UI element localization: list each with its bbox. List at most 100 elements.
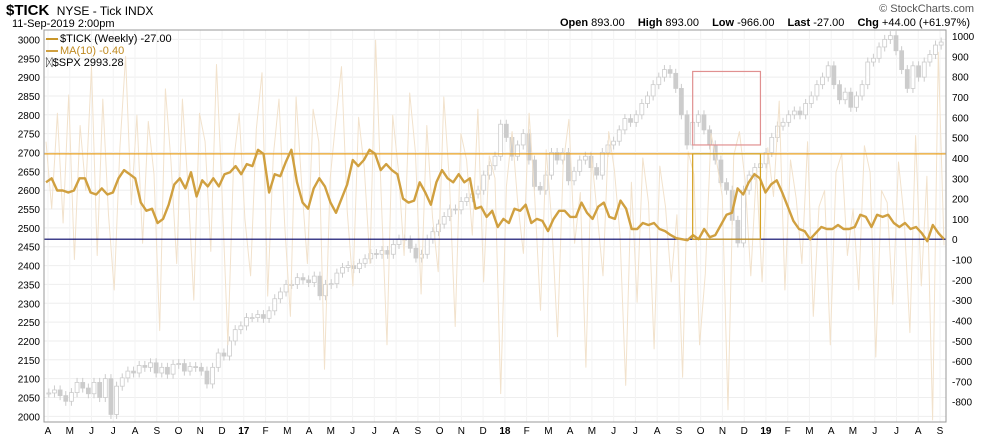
left-tick-label: 2100 <box>18 375 41 386</box>
x-tick-label: S <box>153 426 160 437</box>
x-tick-label: A <box>132 426 139 437</box>
spx-candle <box>481 174 487 191</box>
spx-candle <box>662 69 667 78</box>
spx-candle <box>244 317 249 327</box>
x-tick-label: F <box>524 426 530 437</box>
spx-candle <box>198 366 204 372</box>
spx-candle <box>927 54 933 63</box>
right-tick-label: 100 <box>952 215 969 226</box>
right-tick-label: 500 <box>952 134 969 145</box>
left-axis: 3000 2950 2900 2850 2800 2750 2700 2650 2600 2550… <box>18 35 41 423</box>
legend-swatch-tick <box>46 38 58 41</box>
x-tick-label: O <box>175 426 183 437</box>
spx-candle <box>865 61 871 86</box>
spx-candle <box>520 133 526 146</box>
spx-candle <box>419 253 424 259</box>
right-tick-label: -200 <box>952 276 972 287</box>
spx-candle <box>650 84 656 97</box>
spx-candle <box>441 216 447 225</box>
spx-candle <box>549 152 554 176</box>
spx-candle <box>204 370 210 385</box>
legend-entry-ma: MA(10) -0.40 <box>46 45 172 57</box>
x-tick-label: A <box>915 426 922 437</box>
spx-candle <box>916 65 921 78</box>
spx-candle <box>639 103 645 116</box>
spx-candle <box>232 329 238 342</box>
spx-candle <box>119 377 125 387</box>
x-tick-label: M <box>327 426 335 437</box>
spx-candle <box>52 389 57 394</box>
left-tick-label: 2500 <box>18 224 41 235</box>
spx-candle <box>153 362 159 374</box>
spx-candle <box>904 69 910 89</box>
x-tick-label: D <box>480 426 487 437</box>
spx-candle <box>622 118 628 131</box>
spx-candle <box>136 365 142 374</box>
brand-watermark: © StockCharts.com <box>879 3 974 15</box>
spx-candle <box>102 378 108 398</box>
spx-candle <box>667 69 673 74</box>
x-tick-label: M <box>66 426 74 437</box>
spx-candle <box>69 392 74 402</box>
high-value: 893.00 <box>665 17 700 29</box>
spx-candle <box>577 159 583 172</box>
spx-candle <box>808 95 814 104</box>
spx-candle <box>859 84 865 97</box>
spx-candle <box>763 152 769 165</box>
spx-candle <box>695 114 701 123</box>
spx-candle <box>887 35 893 40</box>
left-tick-label: 2350 <box>18 280 41 291</box>
spx-candle <box>85 387 91 395</box>
spx-candle <box>899 50 905 70</box>
last-label: Last <box>787 17 811 29</box>
right-tick-label: 700 <box>952 93 969 104</box>
x-tick-label: A <box>306 426 313 437</box>
spx-candle <box>97 382 103 398</box>
spx-candle <box>933 44 938 55</box>
x-tick-label: M <box>588 426 596 437</box>
spx-candle <box>407 239 413 249</box>
spx-candle <box>283 284 289 293</box>
spx-candle <box>413 247 419 259</box>
spx-candle <box>221 352 227 357</box>
x-tick-label: N <box>197 426 204 437</box>
chart-title: $TICK NYSE - Tick INDX <box>6 2 153 19</box>
ma-line <box>45 148 945 243</box>
spx-candle <box>786 114 792 123</box>
spx-candle <box>701 114 707 131</box>
annotation-boxes <box>692 70 762 240</box>
tick-line <box>45 39 945 421</box>
spx-candle <box>515 144 520 157</box>
spx-candle <box>63 395 69 402</box>
chg-value: +44.00 (+61.97%) <box>881 17 970 29</box>
right-tick-label: 600 <box>952 113 969 124</box>
spx-candle <box>599 152 605 176</box>
spx-candle <box>266 310 272 319</box>
x-tick-label: J <box>111 426 116 437</box>
spx-candle <box>148 362 153 368</box>
spx-candle <box>560 152 566 161</box>
chg-label: Chg <box>857 17 879 29</box>
spx-candle <box>323 284 328 297</box>
x-tick-label: M <box>805 426 813 437</box>
spx-candle <box>492 155 498 167</box>
last-value: -27.00 <box>813 17 845 29</box>
legend-label-spx: $SPX 2993.28 <box>52 57 124 69</box>
x-tick-label: N <box>719 426 726 437</box>
spx-candle <box>854 95 859 108</box>
spx-candle <box>718 159 724 184</box>
x-tick-label: A <box>45 426 52 437</box>
x-tick-label: A <box>567 426 574 437</box>
x-tick-label: M <box>849 426 857 437</box>
right-tick-label: 900 <box>952 52 969 63</box>
symbol-name: NYSE - Tick INDX <box>56 4 154 18</box>
spx-candle <box>453 208 458 211</box>
right-tick-label: -500 <box>952 337 972 348</box>
left-tick-label: 3000 <box>18 35 41 46</box>
spx-series <box>46 31 944 419</box>
x-tick-label: J <box>633 426 638 437</box>
spx-candle <box>424 238 430 255</box>
spx-candle <box>769 137 775 153</box>
spx-candle <box>921 61 927 78</box>
right-tick-label: 300 <box>952 174 969 185</box>
